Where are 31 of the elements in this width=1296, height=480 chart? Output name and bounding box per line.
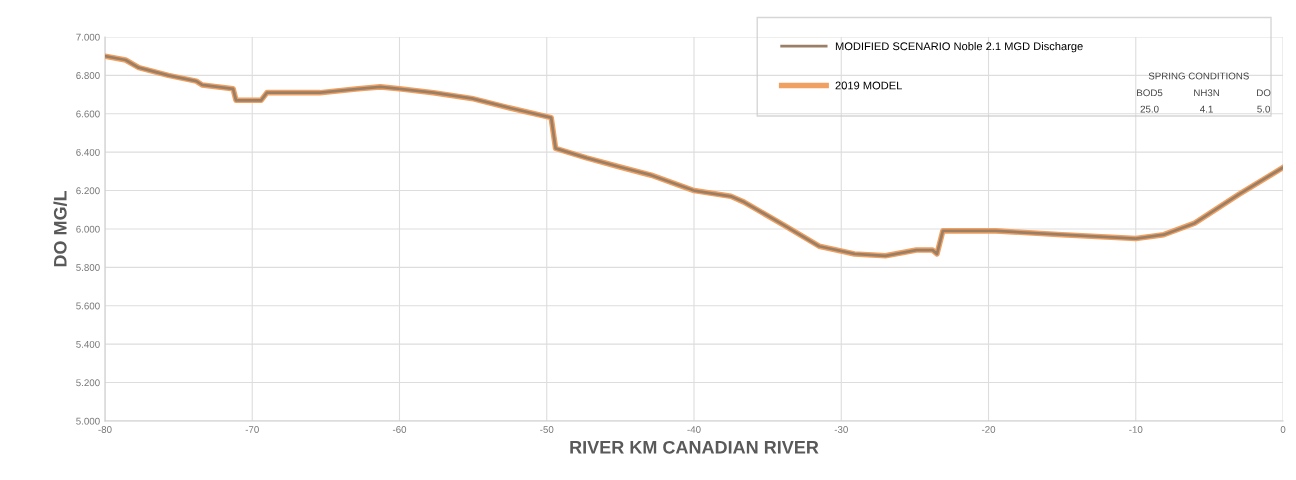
x-tick-label: -30	[834, 426, 848, 433]
x-tick-label: -70	[245, 426, 259, 433]
y-tick-label: 5.400	[76, 340, 100, 348]
y-tick-label: 6.000	[76, 225, 100, 233]
annotation: DO	[1257, 89, 1271, 97]
x-tick-label: -20	[981, 426, 996, 433]
x-tick-label: -10	[1129, 426, 1143, 433]
legend-label: 2019 MODEL	[835, 81, 902, 90]
y-tick-label: 6.600	[76, 110, 100, 118]
y-tick-label: 5.600	[76, 302, 100, 310]
y-tick-label: 6.800	[76, 72, 100, 79]
x-tick-label: -60	[392, 426, 407, 433]
annotation: 25.0	[1140, 105, 1159, 113]
x-tick-label: -50	[540, 426, 554, 433]
y-tick-label: 7.000	[76, 33, 100, 41]
x-axis-title: RIVER KM CANADIAN RIVER	[570, 440, 819, 454]
y-tick-label: 6.200	[76, 187, 100, 195]
x-tick-label: 0	[1280, 426, 1286, 433]
y-tick-label: 6.400	[76, 148, 100, 156]
y-tick-label: 5.800	[76, 264, 100, 271]
annotation: NH3N	[1194, 89, 1220, 97]
x-tick-label: -80	[98, 426, 112, 433]
x-tick-label: -40	[687, 426, 701, 433]
annotation: 5.0	[1257, 105, 1270, 113]
annotation: SPRING CONDITIONS	[1148, 72, 1249, 80]
annotation: BOD5	[1137, 89, 1163, 97]
annotation: 4.1	[1200, 105, 1213, 113]
y-tick-label: 5.200	[76, 379, 100, 387]
legend-label: MODIFIED SCENARIO Noble 2.1 MGD Discharge	[835, 42, 1083, 53]
y-axis-title: DO MG/L	[53, 190, 67, 267]
y-tick-label: 5.000	[76, 417, 100, 425]
